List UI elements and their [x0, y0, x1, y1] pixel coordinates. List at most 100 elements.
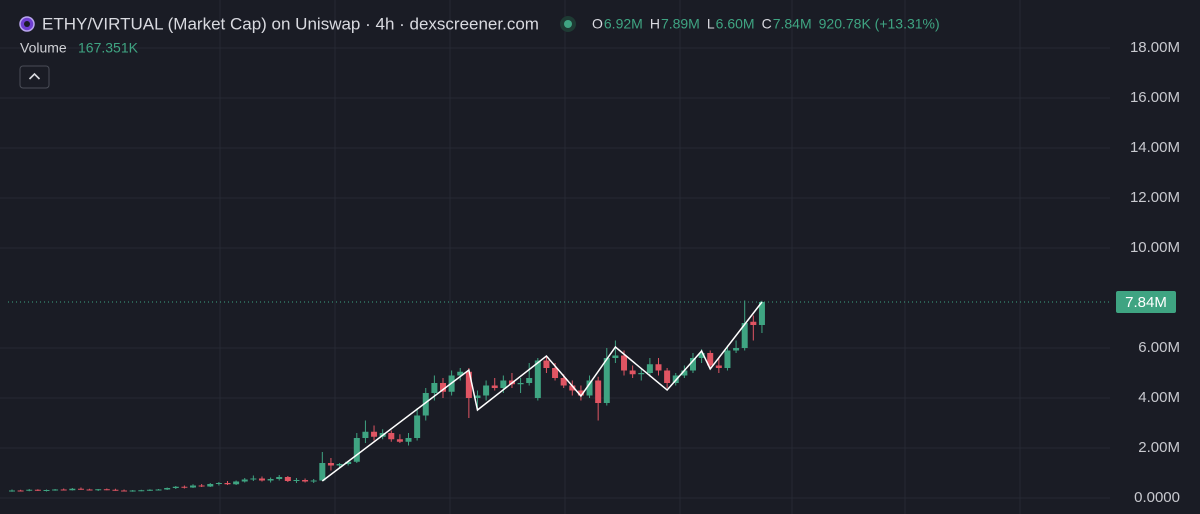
candle-body: [517, 383, 524, 385]
candle-body: [629, 370, 636, 375]
time-grid: [219, 0, 1021, 514]
candle-body: [371, 431, 378, 437]
candle-body: [621, 355, 628, 371]
candle-body: [741, 323, 748, 348]
overlay: 7.84M: [8, 291, 1176, 482]
candle-body: [560, 378, 567, 386]
candle-body: [664, 370, 671, 383]
candle-body: [655, 364, 662, 371]
candle-body: [586, 380, 593, 396]
candle-body: [353, 438, 360, 462]
candle-body: [500, 380, 507, 388]
y-tick-label: 0.0000: [1134, 489, 1180, 506]
candle-body: [215, 483, 222, 484]
y-tick-label: 6.00M: [1138, 339, 1180, 356]
candle-body: [569, 385, 576, 391]
candle-body: [112, 489, 119, 491]
candle-body: [698, 353, 705, 358]
candle-body: [750, 321, 757, 325]
candle-body: [207, 484, 214, 487]
candle-body: [319, 463, 326, 481]
candle-body: [250, 478, 257, 480]
y-tick-label: 4.00M: [1138, 389, 1180, 406]
ohlc-value: 7.89M: [661, 16, 700, 32]
candle-body: [95, 489, 102, 491]
candle-body: [327, 463, 334, 466]
candle-body: [362, 431, 369, 438]
candle-body: [276, 477, 283, 479]
candle-body: [86, 489, 93, 491]
candle-body: [396, 439, 403, 442]
candle-body: [69, 488, 76, 491]
candle-body: [103, 489, 110, 491]
ohlc-value: 6.92M: [604, 16, 643, 32]
volume-label: Volume: [20, 40, 67, 56]
candle-body: [715, 365, 722, 368]
ohlc-key: H: [650, 16, 660, 32]
y-tick-label: 16.00M: [1130, 89, 1180, 106]
candle-body: [241, 479, 248, 482]
candle-body: [603, 358, 610, 403]
candle-body: [146, 489, 153, 491]
candle-body: [190, 485, 197, 488]
candle-body: [689, 358, 696, 371]
y-tick-label: 12.00M: [1130, 189, 1180, 206]
candle-body: [707, 353, 714, 366]
candle-body: [733, 348, 740, 351]
candle-body: [646, 364, 653, 373]
candle-body: [258, 478, 265, 481]
ohlc-value: 7.84M: [773, 16, 812, 32]
grid: 0.0000 2.00M 4.00M 6.00M 10.00M 12.00M 14.00M 1…: [0, 39, 1180, 506]
candle-body: [724, 350, 731, 368]
candle-body: [224, 483, 231, 485]
zigzag-line: [321, 301, 763, 482]
candle-body: [155, 489, 162, 491]
candle-body: [638, 373, 645, 375]
candle-body: [164, 488, 171, 490]
header: ETHY/VIRTUAL (Market Cap) on Uniswap · 4…: [19, 14, 940, 89]
y-tick-label: 14.00M: [1130, 139, 1180, 156]
candle-body: [34, 489, 41, 491]
candle-body: [138, 490, 145, 492]
candle-body: [26, 489, 33, 491]
candle-body: [267, 479, 274, 481]
candle-body: [526, 378, 533, 383]
collapse-button[interactable]: [19, 65, 50, 89]
candle-body: [388, 433, 395, 440]
candle-body: [345, 461, 352, 464]
change-value: 920.78K (+13.31%): [819, 16, 940, 32]
collapse-icon: [28, 72, 41, 80]
candle-body: [758, 302, 765, 325]
status-dot: [564, 20, 572, 28]
ohlc-key: L: [707, 16, 715, 32]
candle-body: [293, 480, 300, 481]
y-tick-label: 10.00M: [1130, 239, 1180, 256]
candle-body: [483, 385, 490, 396]
candle-body: [552, 368, 559, 378]
token-icon: [24, 21, 30, 27]
candle-body: [284, 477, 291, 481]
candle-body: [474, 395, 481, 398]
ohlc-key: C: [762, 16, 772, 32]
candle-body: [577, 390, 584, 396]
candle-body: [9, 490, 15, 492]
candle-body: [431, 383, 438, 393]
candle-body: [43, 490, 50, 491]
candle-body: [612, 355, 619, 358]
candle-body: [52, 489, 59, 491]
candle-body: [302, 480, 309, 482]
y-tick-label: 18.00M: [1130, 39, 1180, 56]
candle-body: [491, 385, 498, 388]
candle-body: [534, 360, 541, 398]
ohlc-key: O: [592, 16, 603, 32]
candle-body: [60, 489, 67, 491]
candle-body: [405, 438, 412, 442]
candle-body: [77, 488, 84, 490]
candle-body: [198, 485, 205, 487]
candle-body: [414, 415, 421, 438]
candle-body: [310, 480, 317, 482]
candle-body: [17, 490, 24, 492]
candle-body: [233, 481, 240, 485]
candle-body: [181, 486, 188, 488]
